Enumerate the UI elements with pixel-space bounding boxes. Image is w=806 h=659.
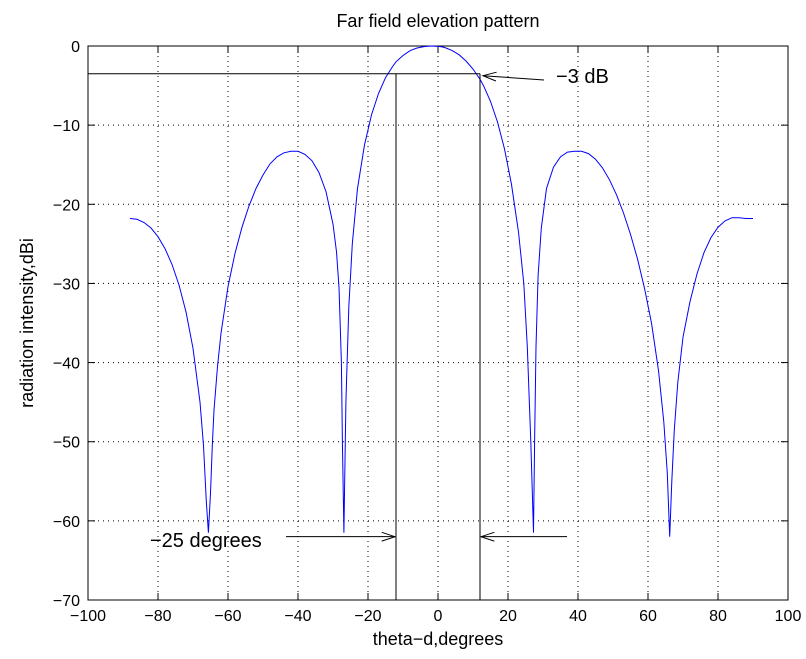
y-tick-label: −20 — [53, 197, 80, 214]
x-tick-label: 40 — [569, 608, 587, 625]
beamwidth-right-arrow — [479, 531, 567, 542]
x-tick-label: 100 — [775, 608, 802, 625]
x-tick-label: 80 — [709, 608, 727, 625]
y-tick-label: −30 — [53, 276, 80, 293]
x-axis-label: theta−d,degrees — [373, 629, 504, 649]
minus3db-arrow — [481, 71, 545, 82]
x-tick-label: −100 — [70, 608, 106, 625]
y-tick-label: 0 — [71, 39, 80, 56]
series-line — [129, 45, 753, 537]
chart-title: Far field elevation pattern — [336, 11, 539, 31]
beamwidth-left-arrow — [286, 531, 397, 542]
grid-lines — [88, 46, 788, 600]
x-tick-label: 20 — [499, 608, 517, 625]
y-tick-label: −50 — [53, 435, 80, 452]
y-axis-label: radiation intensity,dBi — [17, 238, 37, 408]
x-tick-label: −20 — [354, 608, 381, 625]
x-tick-label: −60 — [214, 608, 241, 625]
y-tick-label: −10 — [53, 118, 80, 135]
y-tick-label: −60 — [53, 514, 80, 531]
x-tick-label: 0 — [434, 608, 443, 625]
series-layer — [129, 45, 753, 537]
x-tick-label: −80 — [144, 608, 171, 625]
minus3db-label: −3 dB — [556, 66, 609, 88]
x-tick-label: 60 — [639, 608, 657, 625]
y-tick-label: −40 — [53, 356, 80, 373]
x-tick-label: −40 — [284, 608, 311, 625]
annotations — [88, 71, 567, 600]
axis-ticks: −100 −80 −60 −40 −20 0 20 40 60 80 100 0 −10 −20 −30 −4… — [53, 39, 802, 625]
y-tick-label: −70 — [53, 593, 80, 610]
beamwidth-label: −25 degrees — [150, 530, 262, 552]
